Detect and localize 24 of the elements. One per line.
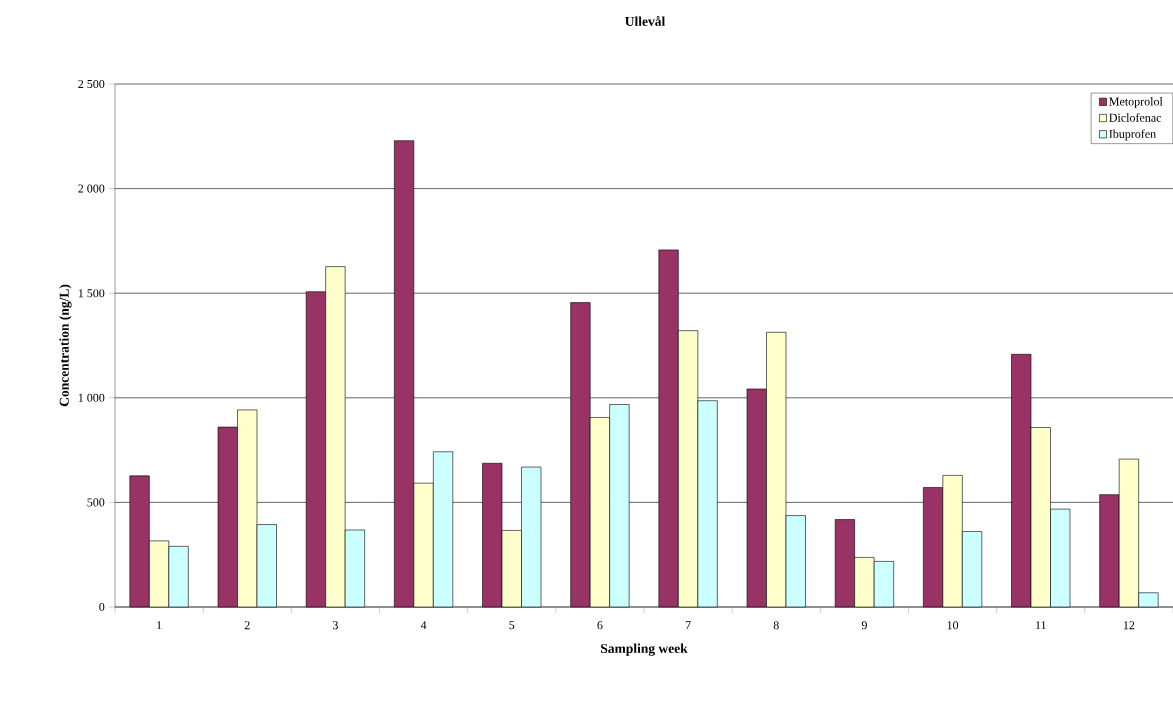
x-tick-label: 9 (861, 621, 867, 630)
y-axis-title: Concentration (ng/L) (59, 284, 72, 407)
legend-label: Ibuprofen (1109, 129, 1156, 141)
x-tick-label: 5 (509, 621, 515, 630)
x-tick-label: 1 (157, 621, 162, 630)
x-tick-label: 7 (685, 621, 691, 630)
x-tick-label: 4 (420, 621, 427, 630)
y-tick-label: 0 (99, 602, 105, 612)
chart-title: Ullevål (625, 16, 666, 26)
y-tick-label: 1 000 (78, 393, 105, 402)
x-tick-label: 3 (333, 621, 338, 630)
legend-label: Diclofenac (1109, 113, 1162, 122)
x-tick-label: 8 (773, 621, 779, 630)
x-axis-title: Sampling week (601, 643, 688, 656)
x-tick-label: 2 (244, 621, 250, 630)
y-tick-label: 1 500 (78, 289, 105, 298)
y-tick-label: 2 500 (78, 79, 105, 89)
x-tick-label: 11 (1036, 621, 1046, 630)
x-tick-label: 6 (597, 621, 603, 630)
y-tick-label: 500 (87, 498, 105, 507)
x-tick-label: 10 (947, 621, 959, 630)
x-tick-label: 12 (1123, 621, 1135, 630)
legend-label: Metoprolol (1109, 97, 1163, 108)
y-tick-label: 2 000 (78, 184, 105, 193)
